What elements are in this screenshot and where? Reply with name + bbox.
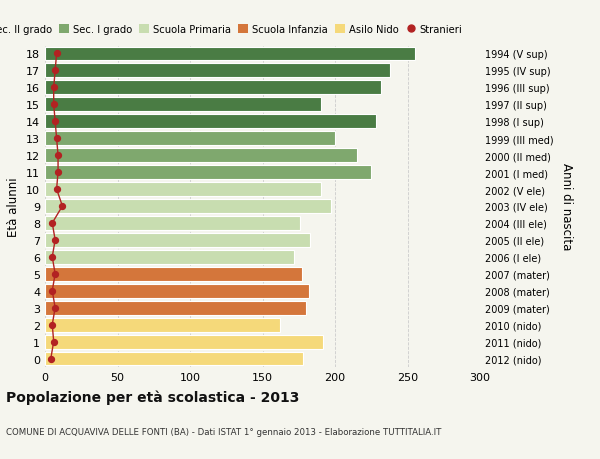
Bar: [45, 166, 371, 179]
Text: Popolazione per età scolastica - 2013: Popolazione per età scolastica - 2013: [6, 390, 299, 405]
Point: [50, 270, 60, 278]
Bar: [45, 267, 302, 281]
Bar: [45, 81, 382, 95]
Bar: [45, 200, 331, 213]
Point: [49, 84, 59, 92]
Point: [47, 287, 57, 295]
Bar: [45, 183, 320, 196]
Bar: [45, 250, 295, 264]
Legend: Sec. II grado, Sec. I grado, Scuola Primaria, Scuola Infanzia, Asilo Nido, Stran: Sec. II grado, Sec. I grado, Scuola Prim…: [0, 24, 463, 34]
Bar: [45, 217, 300, 230]
Point: [50, 118, 60, 126]
Point: [58, 203, 67, 210]
Bar: [45, 64, 390, 78]
Point: [50, 67, 60, 75]
Bar: [45, 132, 335, 146]
Point: [49, 338, 59, 346]
Point: [52, 186, 61, 193]
Bar: [45, 301, 306, 315]
Bar: [45, 98, 320, 112]
Bar: [45, 47, 415, 62]
Point: [52, 50, 61, 58]
Point: [50, 304, 60, 312]
Point: [49, 101, 59, 109]
Point: [47, 321, 57, 329]
Point: [53, 152, 63, 159]
Y-axis label: Età alunni: Età alunni: [7, 177, 20, 236]
Bar: [45, 352, 303, 366]
Y-axis label: Anni di nascita: Anni di nascita: [560, 163, 573, 250]
Bar: [45, 335, 323, 349]
Point: [47, 254, 57, 261]
Bar: [45, 318, 280, 332]
Text: COMUNE DI ACQUAVIVA DELLE FONTI (BA) - Dati ISTAT 1° gennaio 2013 - Elaborazione: COMUNE DI ACQUAVIVA DELLE FONTI (BA) - D…: [6, 427, 442, 436]
Point: [47, 220, 57, 227]
Bar: [45, 149, 357, 163]
Bar: [45, 284, 309, 298]
Bar: [45, 115, 376, 129]
Point: [50, 237, 60, 244]
Bar: [45, 234, 310, 247]
Point: [46, 355, 56, 363]
Point: [52, 135, 61, 143]
Point: [53, 169, 63, 176]
